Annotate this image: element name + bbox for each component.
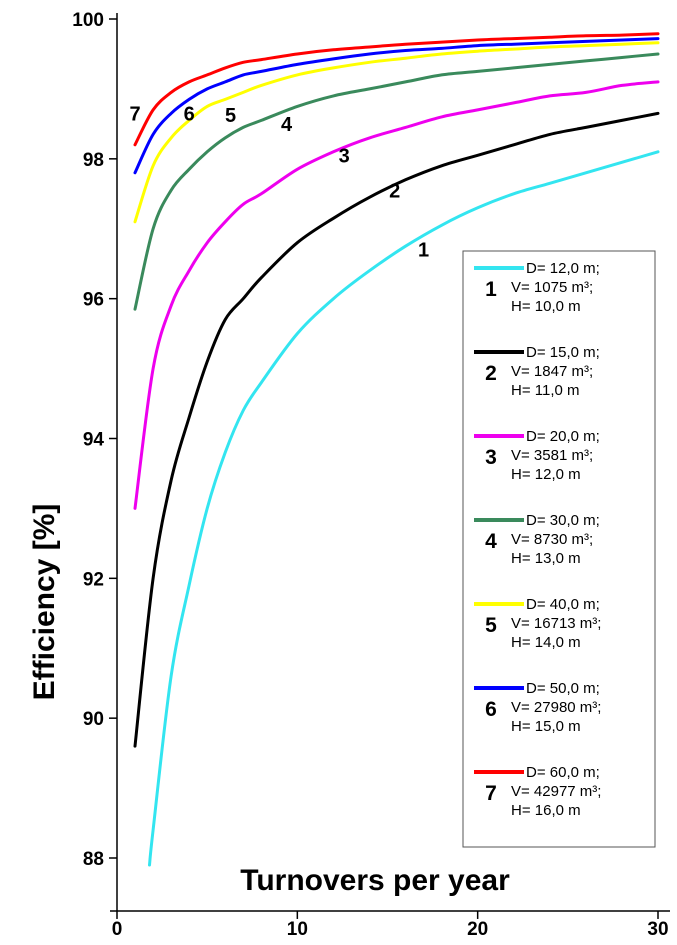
axes: 88 90 92 94 96 98 100 0 10 20 30 — [72, 10, 670, 940]
curve-label-2: 2 — [389, 180, 400, 202]
legend-number-3: 3 — [485, 446, 497, 469]
curves — [133, 32, 660, 867]
legend-text-3-2: V= 3581 m³; — [511, 447, 593, 464]
legend-text-1-2: V= 1075 m³; — [511, 279, 593, 296]
legend-text-5-1: D= 40,0 m; — [526, 596, 600, 613]
y-tick-label: 98 — [83, 150, 104, 171]
legend-text-3-1: D= 20,0 m; — [526, 428, 600, 445]
series-line-6 — [133, 37, 660, 175]
legend-text-6-3: H= 15,0 m — [511, 718, 581, 735]
legend-text-4-2: V= 8730 m³; — [511, 531, 593, 548]
legend-text-1-3: H= 10,0 m — [511, 298, 581, 315]
legend-number-4: 4 — [485, 530, 497, 553]
y-tick-label: 92 — [83, 569, 104, 590]
legend-text-7-3: H= 16,0 m — [511, 802, 581, 819]
x-tick-label: 20 — [467, 919, 488, 940]
y-tick-label: 94 — [83, 430, 105, 451]
y-tick-label: 96 — [83, 290, 104, 311]
y-tick-label: 100 — [72, 10, 104, 31]
legend-number-1: 1 — [485, 278, 497, 301]
curve-label-7: 7 — [129, 103, 140, 125]
legend-text-2-2: V= 1847 m³; — [511, 363, 593, 380]
curve-label-5: 5 — [225, 105, 236, 127]
legend-number-5: 5 — [485, 614, 497, 637]
legend-text-7-1: D= 60,0 m; — [526, 764, 600, 781]
legend-text-5-3: H= 14,0 m — [511, 634, 581, 651]
x-tick-label: 10 — [287, 919, 308, 940]
legend-text-1-1: D= 12,0 m; — [526, 260, 600, 277]
y-tick-label: 88 — [83, 849, 104, 870]
curve-label-6: 6 — [184, 103, 195, 125]
series-line-3 — [133, 80, 660, 510]
legend-text-3-3: H= 12,0 m — [511, 466, 581, 483]
series-line-1 — [148, 150, 660, 867]
series-line-5 — [133, 41, 660, 224]
legend-text-2-1: D= 15,0 m; — [526, 344, 600, 361]
curve-labels: 1 2 3 4 5 6 7 — [129, 103, 429, 261]
x-tick-label: 30 — [647, 919, 668, 940]
legend-text-5-2: V= 16713 m³; — [511, 615, 601, 632]
legend: 1 D= 12,0 m; V= 1075 m³; H= 10,0 m 2 D= 15,0 … — [462, 250, 656, 848]
series-line-7 — [133, 32, 660, 147]
legend-text-6-2: V= 27980 m³; — [511, 699, 601, 716]
y-axis-title: Efficiency [%] — [28, 504, 61, 701]
legend-text-7-2: V= 42977 m³; — [511, 783, 601, 800]
legend-number-2: 2 — [485, 362, 497, 385]
y-tick-label: 90 — [83, 709, 104, 730]
legend-text-4-1: D= 30,0 m; — [526, 512, 600, 529]
series-line-2 — [133, 111, 660, 748]
curve-label-4: 4 — [281, 114, 293, 136]
curve-label-1: 1 — [418, 240, 429, 262]
curve-label-3: 3 — [339, 145, 350, 167]
legend-text-6-1: D= 50,0 m; — [526, 680, 600, 697]
legend-number-7: 7 — [485, 782, 497, 805]
legend-text-2-3: H= 11,0 m — [511, 382, 580, 399]
legend-number-6: 6 — [485, 698, 497, 721]
series-line-4 — [133, 52, 660, 311]
legend-text-4-3: H= 13,0 m — [511, 550, 581, 567]
x-tick-label: 0 — [112, 919, 123, 940]
x-axis-title: Turnovers per year — [240, 864, 510, 897]
